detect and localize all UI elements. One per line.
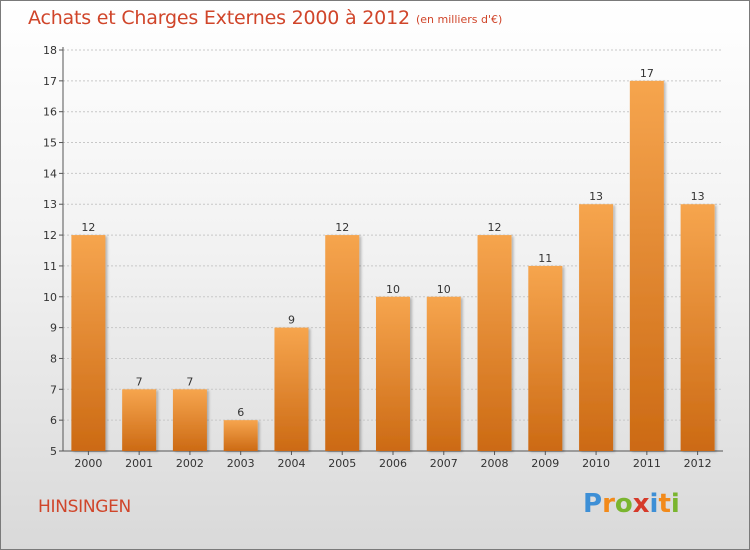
bar-2011 <box>629 80 664 451</box>
data-label-2001: 7 <box>136 375 143 388</box>
x-tick-label-2002: 2002 <box>176 457 204 470</box>
data-label-2003: 6 <box>237 406 244 419</box>
bar-2009 <box>528 265 563 451</box>
bar-2012 <box>680 204 715 451</box>
y-tick-label: 7 <box>50 383 57 396</box>
bar-2001 <box>122 389 157 451</box>
x-tick-label-2011: 2011 <box>633 457 661 470</box>
x-tick-label-2008: 2008 <box>481 457 509 470</box>
bar-2003 <box>223 420 258 451</box>
x-tick-label-2007: 2007 <box>430 457 458 470</box>
commune-name: HINSINGEN <box>38 497 131 517</box>
logo-letter: r <box>602 489 615 519</box>
x-tick-label-2004: 2004 <box>277 457 305 470</box>
bar-2010 <box>579 204 614 451</box>
x-tick-label-2003: 2003 <box>227 457 255 470</box>
x-tick-label-2000: 2000 <box>74 457 102 470</box>
data-label-2006: 10 <box>386 283 400 296</box>
chart-title: Achats et Charges Externes 2000 à 2012 <box>28 7 410 29</box>
data-label-2012: 13 <box>691 190 705 203</box>
logo-letter: x <box>632 489 650 519</box>
x-tick-label-2005: 2005 <box>328 457 356 470</box>
data-label-2008: 12 <box>488 221 502 234</box>
data-label-2010: 13 <box>589 190 603 203</box>
y-tick-label: 17 <box>43 75 57 88</box>
data-label-2005: 12 <box>335 221 349 234</box>
proxiti-logo: Proxiti <box>583 489 680 519</box>
bar-2006 <box>376 296 410 451</box>
data-label-2007: 10 <box>437 283 451 296</box>
x-tick-label-2006: 2006 <box>379 457 407 470</box>
data-label-2000: 12 <box>81 221 95 234</box>
bar-2005 <box>325 235 360 451</box>
logo-letter: P <box>583 489 603 519</box>
bar-2002 <box>172 389 207 451</box>
y-tick-label: 15 <box>43 137 57 150</box>
bar-2004 <box>274 327 309 451</box>
y-tick-label: 10 <box>43 291 57 304</box>
bar-2008 <box>477 235 512 451</box>
logo-letter: t <box>658 489 671 519</box>
y-tick-label: 11 <box>43 260 57 273</box>
y-tick-label: 6 <box>50 414 57 427</box>
x-tick-label-2009: 2009 <box>531 457 559 470</box>
bar-2000 <box>71 235 106 451</box>
y-tick-label: 16 <box>43 106 57 119</box>
x-tick-label-2010: 2010 <box>582 457 610 470</box>
logo-letter: i <box>649 489 659 519</box>
y-tick-label: 9 <box>50 322 57 335</box>
chart-subtitle: (en milliers d'€) <box>416 13 503 26</box>
y-tick-label: 12 <box>43 229 57 242</box>
data-label-2004: 9 <box>288 314 295 327</box>
logo-letter: o <box>614 489 633 519</box>
logo-letter: i <box>670 489 680 519</box>
bar-2007 <box>426 296 461 451</box>
x-tick-label-2001: 2001 <box>125 457 153 470</box>
data-label-2011: 17 <box>640 67 654 80</box>
x-tick-label-2012: 2012 <box>684 457 712 470</box>
y-tick-label: 5 <box>50 445 57 458</box>
y-tick-label: 14 <box>43 167 57 180</box>
y-tick-label: 8 <box>50 352 57 365</box>
data-label-2009: 11 <box>538 252 552 265</box>
data-label-2002: 7 <box>186 375 193 388</box>
y-tick-label: 18 <box>43 44 57 57</box>
y-tick-label: 13 <box>43 198 57 211</box>
